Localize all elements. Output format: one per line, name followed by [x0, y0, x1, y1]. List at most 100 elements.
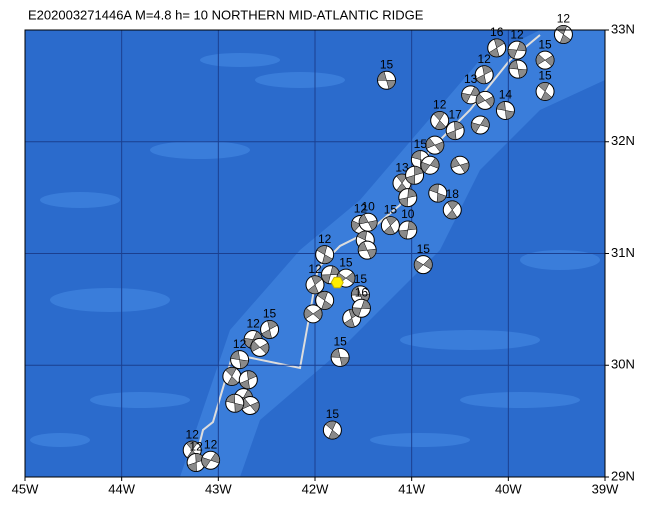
compression-quadrant	[225, 367, 237, 377]
depth-label: 14	[499, 88, 513, 102]
focal-mechanism: 18	[442, 187, 462, 220]
compression-quadrant	[186, 440, 198, 451]
depth-label: 12	[433, 98, 447, 112]
depth-label: 12	[477, 52, 491, 66]
compression-quadrant	[398, 197, 409, 207]
compression-quadrant	[377, 71, 387, 81]
compression-quadrant	[243, 337, 254, 349]
compression-quadrant	[307, 284, 319, 294]
focal-mechanism	[222, 366, 242, 386]
focal-mechanism: 15	[535, 69, 555, 101]
x-tick-label: 40W	[495, 481, 522, 496]
compression-quadrant	[358, 241, 368, 252]
depth-label: 15	[538, 37, 552, 51]
compression-quadrant	[361, 299, 371, 310]
depth-label: 12	[510, 27, 524, 41]
y-tick-label: 32N	[611, 133, 635, 148]
compression-quadrant	[516, 41, 527, 52]
focal-mechanism	[357, 240, 377, 260]
depth-label: 15	[263, 307, 277, 321]
depth-label: 12	[204, 437, 218, 451]
compression-quadrant	[407, 188, 417, 198]
compression-quadrant	[225, 393, 236, 404]
x-tick-label: 45W	[12, 481, 39, 496]
focal-mechanism: 10	[358, 199, 378, 232]
compression-quadrant	[475, 93, 486, 105]
compression-quadrant	[496, 101, 506, 111]
compression-quadrant	[475, 74, 487, 84]
depth-label: 12	[186, 427, 200, 441]
map-title: E202003271446A M=4.8 h= 10 NORTHERN MID-…	[28, 7, 424, 22]
focal-mechanism: 16	[351, 285, 371, 318]
compression-quadrant	[239, 359, 249, 369]
depth-label: 12	[246, 317, 260, 331]
x-tick-label: 44W	[108, 481, 135, 496]
compression-quadrant	[429, 157, 440, 169]
focal-mechanism: 15	[322, 407, 342, 440]
compression-quadrant	[434, 120, 447, 130]
compression-quadrant	[445, 209, 458, 220]
focal-mechanism: 10	[398, 207, 418, 240]
focal-mechanism: 12	[201, 437, 221, 470]
focal-mechanism: 12	[230, 337, 250, 370]
compression-quadrant	[366, 248, 377, 259]
x-tick-label: 41W	[398, 481, 425, 496]
focal-mechanism	[425, 135, 445, 155]
y-tick-label: 29N	[611, 468, 635, 483]
focal-mechanism	[250, 337, 270, 357]
focal-mechanism: 12	[315, 232, 335, 265]
compression-quadrant	[471, 122, 481, 134]
compression-quadrant	[259, 342, 270, 355]
compression-quadrant	[479, 116, 490, 128]
compression-quadrant	[234, 402, 244, 413]
focal-mechanism: 12	[553, 12, 573, 44]
depth-label: 15	[354, 272, 368, 286]
compression-quadrant	[322, 254, 333, 264]
focal-mechanism	[315, 290, 335, 310]
focal-mechanism: 15	[380, 203, 400, 236]
compression-quadrant	[339, 357, 350, 367]
compression-quadrant	[321, 274, 331, 284]
depth-label: 13	[395, 160, 409, 174]
compression-quadrant	[505, 110, 515, 120]
compression-quadrant	[434, 141, 445, 153]
compression-quadrant	[385, 216, 398, 226]
compression-quadrant	[559, 34, 571, 44]
depth-label: 15	[417, 242, 431, 256]
y-tick-label: 31N	[611, 245, 635, 260]
compression-quadrant	[250, 340, 261, 353]
focal-mechanism	[420, 155, 440, 175]
depth-label: 12	[308, 262, 322, 276]
compression-quadrant	[303, 307, 314, 320]
focal-mechanism: 12	[474, 52, 494, 85]
compression-quadrant	[488, 47, 500, 58]
focal-mechanism: 16	[487, 25, 507, 58]
depth-label: 15	[326, 407, 340, 421]
compression-quadrant	[352, 307, 362, 318]
focal-mechanism: 15	[377, 57, 397, 90]
depth-label: 12	[233, 337, 247, 351]
compression-quadrant	[356, 230, 368, 241]
compression-quadrant	[461, 92, 472, 104]
depth-label: 10	[361, 199, 375, 213]
compression-quadrant	[383, 225, 395, 235]
x-tick-label: 42W	[302, 481, 329, 496]
compression-quadrant	[544, 55, 555, 67]
compression-quadrant	[446, 130, 457, 140]
compression-quadrant	[311, 275, 323, 286]
y-tick-label: 33N	[611, 21, 635, 36]
focal-mechanism: 12	[507, 27, 527, 60]
focal-mechanism: 15	[535, 37, 555, 70]
compression-quadrant	[436, 192, 447, 203]
compression-quadrant	[367, 220, 378, 231]
compression-quadrant	[386, 80, 396, 90]
depth-label: 10	[401, 207, 415, 221]
compression-quadrant	[538, 82, 550, 92]
compression-quadrant	[405, 174, 415, 185]
focal-mechanism	[238, 370, 258, 390]
focal-mechanism: 14	[495, 88, 515, 120]
focal-mechanism: 15	[413, 242, 433, 275]
depth-label: 15	[333, 335, 347, 349]
compression-quadrant	[321, 300, 333, 310]
depth-label: 15	[339, 255, 353, 269]
